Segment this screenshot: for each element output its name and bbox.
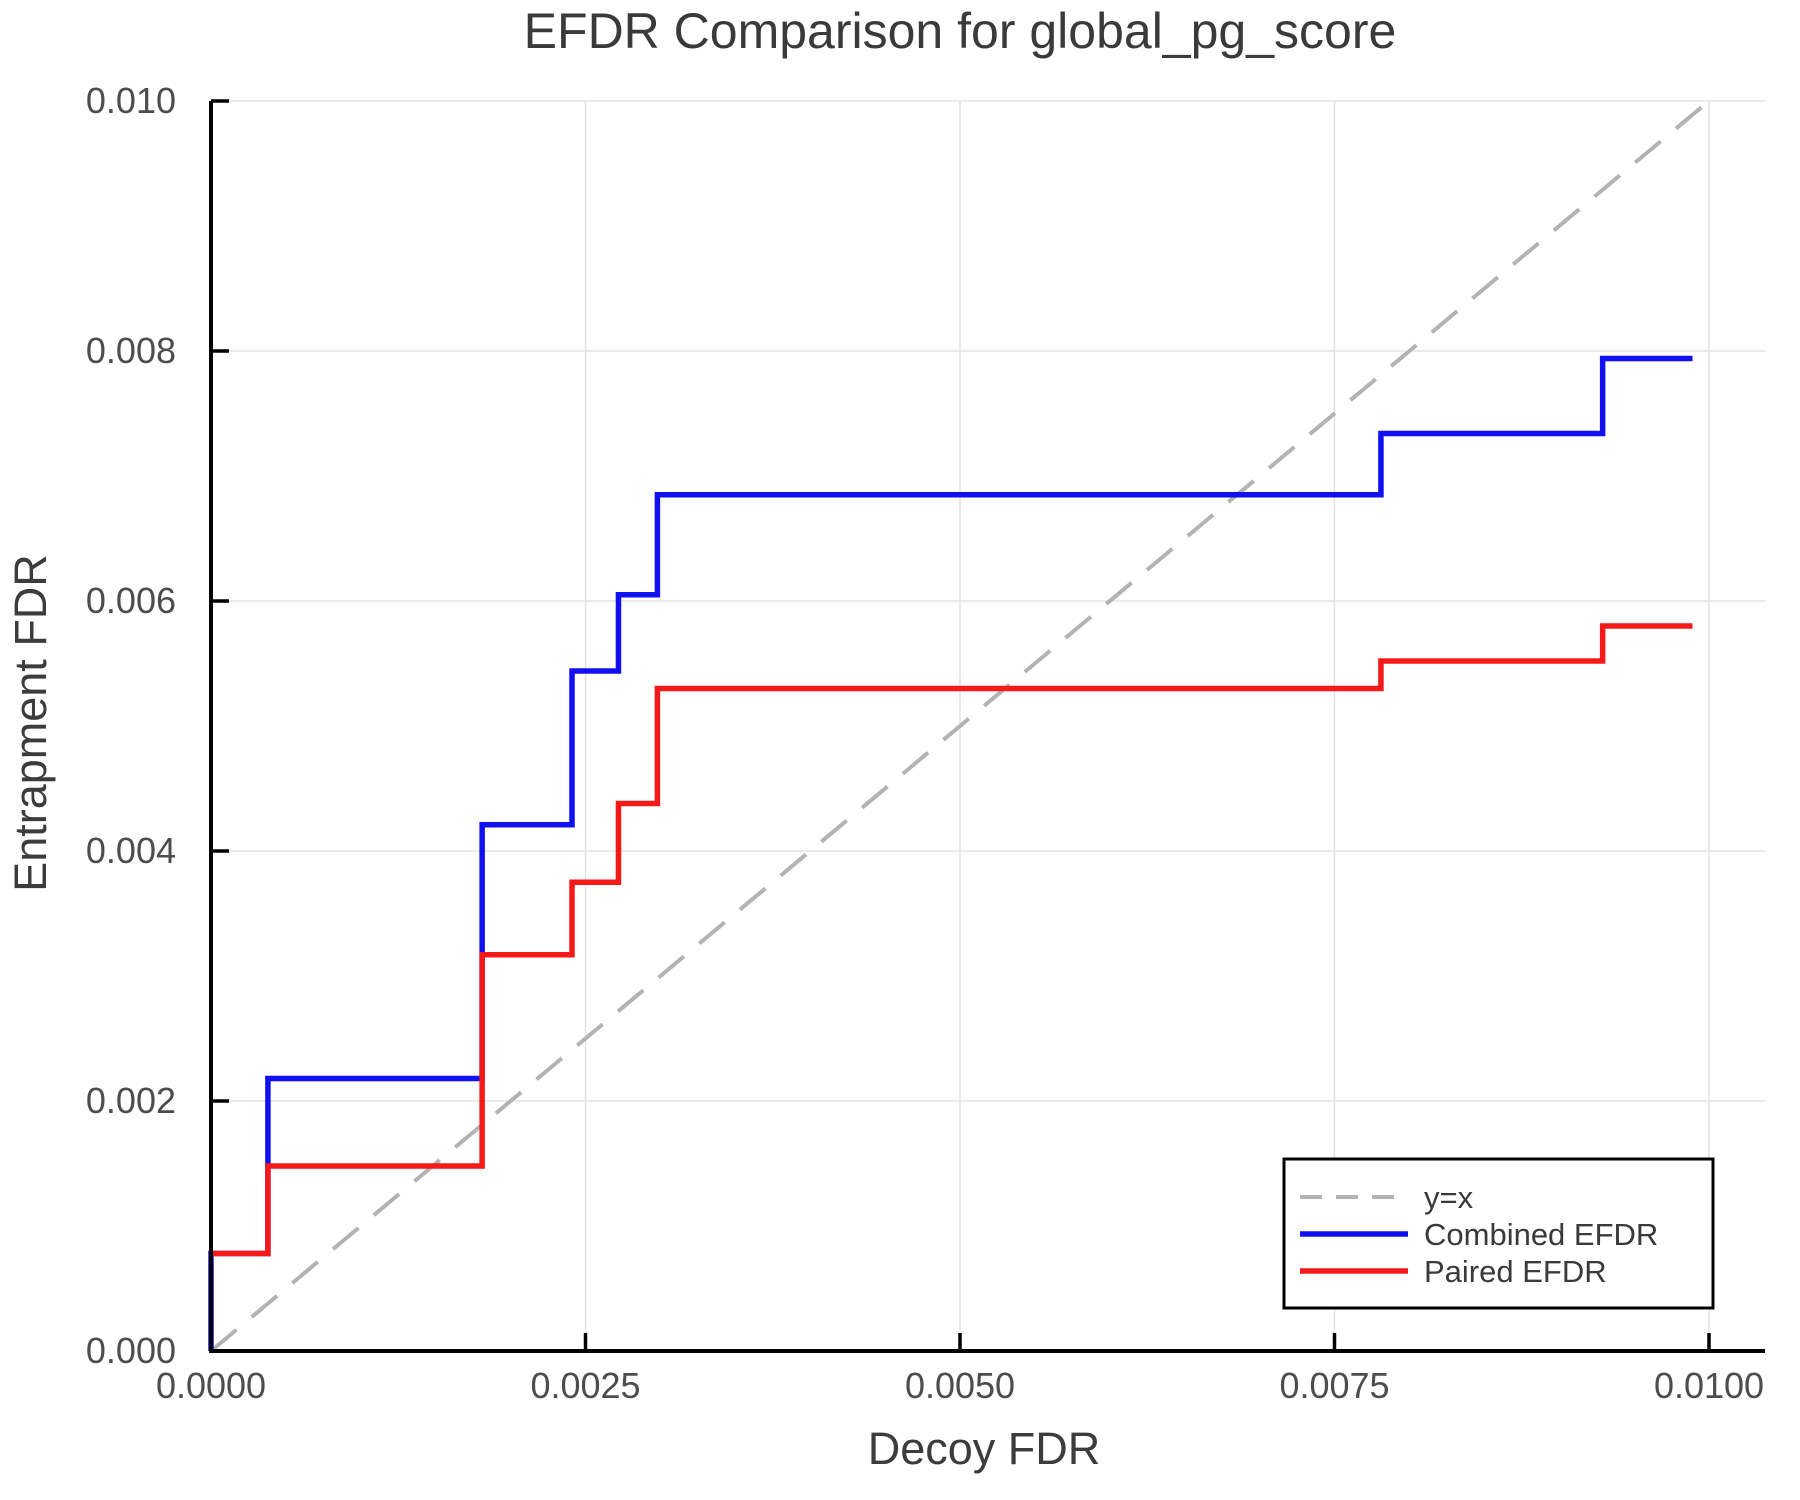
legend-label: y=x [1424,1180,1474,1215]
y-tick-label: 0.008 [86,330,176,371]
plot-area: 0.0000 0.0025 0.0050 0.0075 0.0100 0.000 0.002… [86,80,1765,1406]
x-tick-label: 0.0000 [156,1365,266,1406]
y-tick-label: 0.002 [86,1080,176,1121]
legend-label: Paired EFDR [1424,1254,1607,1289]
legend-label: Combined EFDR [1424,1217,1658,1252]
x-axis-label: Decoy FDR [868,1423,1101,1474]
series-combined-efdr [208,355,1693,1351]
x-tick-label: 0.0050 [905,1365,1015,1406]
chart-title: EFDR Comparison for global_pg_score [524,3,1397,59]
series-paired-efdr [211,623,1693,1257]
y-tick-label: 0.010 [86,80,176,121]
x-tick-label: 0.0075 [1279,1365,1389,1406]
x-tick-label: 0.0100 [1654,1365,1764,1406]
y-tick-label: 0.004 [86,830,176,871]
y-tick-label: 0.000 [86,1330,176,1371]
series-y-x [209,99,1711,1353]
x-tick-label: 0.0025 [530,1365,640,1406]
y-tick-label: 0.006 [86,580,176,621]
y-axis-label: Entrapment FDR [5,554,56,892]
